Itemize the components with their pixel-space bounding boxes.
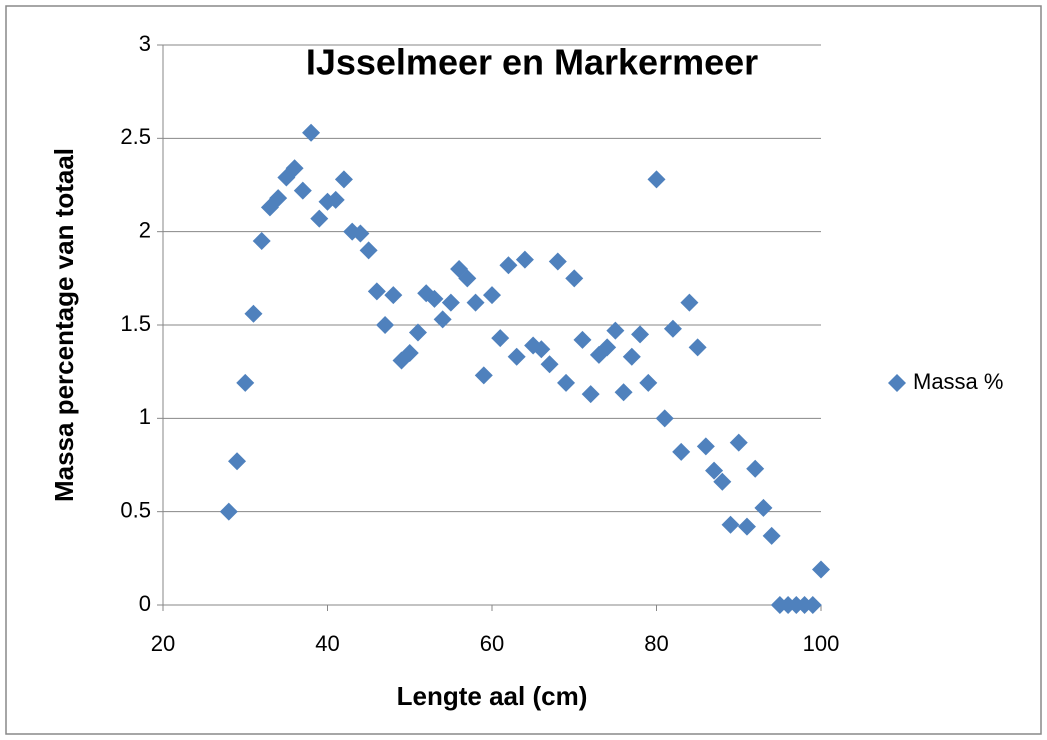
data-point <box>425 289 444 308</box>
y-tick-label: 1.5 <box>120 311 151 336</box>
chart-frame <box>5 5 1042 735</box>
data-point <box>376 316 395 334</box>
data-point <box>293 181 312 200</box>
data-point <box>252 232 271 250</box>
data-point <box>598 338 617 357</box>
data-point <box>622 347 641 366</box>
x-tick-label: 40 <box>315 631 339 656</box>
data-point <box>236 373 255 392</box>
y-tick-label: 1 <box>139 404 151 429</box>
data-point <box>384 286 403 305</box>
data-point <box>433 310 452 329</box>
data-point <box>515 250 534 269</box>
data-point <box>285 159 304 178</box>
data-point <box>663 319 682 338</box>
data-point <box>441 293 460 312</box>
data-point <box>310 209 329 228</box>
data-point <box>228 452 247 471</box>
data-point <box>557 373 576 392</box>
data-point <box>244 304 263 323</box>
data-point <box>400 344 419 362</box>
data-point <box>680 293 699 312</box>
data-point <box>762 526 781 545</box>
data-point <box>219 502 238 521</box>
x-tick-label: 20 <box>151 631 175 656</box>
data-point <box>737 517 756 536</box>
data-point <box>614 383 633 402</box>
data-point <box>532 340 551 359</box>
y-tick-label: 2 <box>139 217 151 242</box>
data-point <box>581 385 600 404</box>
data-point <box>491 329 510 348</box>
data-point <box>483 286 501 305</box>
data-point <box>326 190 345 209</box>
data-point <box>647 170 666 189</box>
data-point <box>408 323 427 342</box>
legend-label: Massa % <box>913 369 1003 394</box>
data-point <box>729 433 748 452</box>
y-tick-label: 0 <box>139 591 151 616</box>
data-point <box>548 252 567 271</box>
data-point <box>474 366 493 385</box>
data-point <box>573 330 592 349</box>
data-point <box>631 325 650 344</box>
data-point <box>334 170 353 189</box>
data-point <box>458 269 477 288</box>
x-tick-label: 100 <box>803 631 840 656</box>
data-point <box>466 293 485 312</box>
data-point <box>351 224 370 243</box>
data-point <box>606 321 625 340</box>
data-point <box>302 123 321 142</box>
data-point <box>754 498 773 517</box>
data-point <box>367 282 386 301</box>
data-point <box>812 560 830 579</box>
y-tick-label: 2.5 <box>120 124 151 149</box>
data-point <box>713 472 732 491</box>
legend-marker <box>888 374 906 392</box>
data-point <box>565 269 584 288</box>
data-point <box>639 373 658 392</box>
x-tick-label: 80 <box>644 631 668 656</box>
data-point <box>705 461 724 480</box>
data-point <box>696 437 715 456</box>
chart-title: IJsselmeer en Markermeer <box>306 42 758 83</box>
data-point <box>499 256 518 275</box>
data-point <box>269 189 288 208</box>
data-point <box>746 459 765 478</box>
data-point <box>507 347 526 366</box>
x-axis-label: Lengte aal (cm) <box>397 681 588 711</box>
data-point <box>803 596 822 614</box>
x-tick-label: 60 <box>480 631 504 656</box>
y-axis-label: Massa percentage van totaal <box>49 148 79 502</box>
data-point <box>655 409 674 428</box>
data-point <box>721 515 740 534</box>
y-tick-label: 0.5 <box>120 497 151 522</box>
data-point <box>688 338 707 357</box>
y-tick-label: 3 <box>139 31 151 56</box>
data-point <box>359 241 378 260</box>
data-point <box>672 442 691 461</box>
data-point <box>540 355 559 374</box>
